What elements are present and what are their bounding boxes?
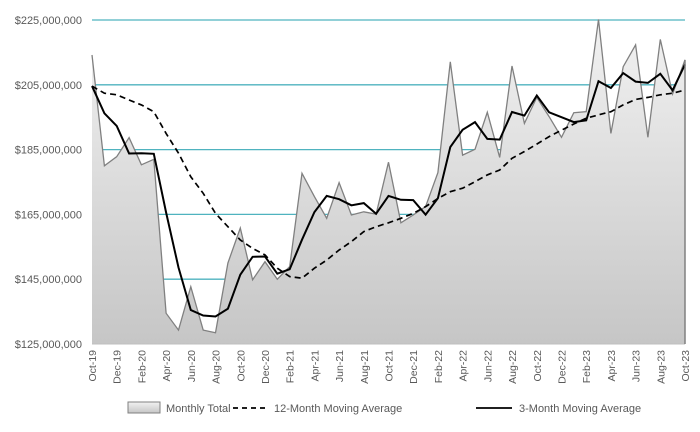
monthly-total-area [92, 19, 685, 345]
x-tick-label: Jun-20 [186, 350, 198, 382]
x-tick-label: Aug-23 [655, 350, 667, 384]
x-tick-label: Feb-22 [433, 350, 445, 383]
x-tick-label: Jun-22 [482, 350, 494, 382]
y-tick-label: $225,000,000 [15, 15, 82, 27]
monthly-total-line [91, 19, 686, 334]
x-tick-label: Aug-22 [507, 350, 519, 384]
y-tick-label: $165,000,000 [15, 209, 82, 221]
legend: Monthly Total 12-Month Moving Average 3-… [127, 401, 641, 415]
x-tick-label: Apr-23 [606, 350, 618, 382]
y-tick-label: $125,000,000 [15, 339, 82, 351]
x-tick-label: Oct-22 [532, 350, 544, 382]
x-tick-label: Aug-20 [211, 350, 223, 384]
x-tick-label: Aug-21 [359, 350, 371, 384]
y-tick-label: $145,000,000 [15, 274, 82, 286]
y-axis: $125,000,000 $145,000,000 $165,000,000 $185… [15, 15, 82, 351]
x-tick-label: Oct-20 [235, 350, 247, 382]
x-tick-label: Oct-23 [680, 350, 692, 382]
x-tick-label: Feb-21 [285, 350, 297, 383]
series-lines [91, 19, 686, 334]
x-tick-label: Feb-20 [136, 350, 148, 383]
legend-label-12-month: 12-Month Moving Average [274, 403, 402, 415]
y-tick-label: $185,000,000 [15, 145, 82, 157]
x-tick-label: Dec-22 [556, 350, 568, 384]
x-tick-label: Dec-21 [408, 350, 420, 384]
legend-label-monthly-total: Monthly Total [166, 403, 231, 415]
x-tick-label: Apr-22 [458, 350, 470, 382]
x-tick-label: Dec-20 [260, 350, 272, 384]
x-tick-label: Apr-21 [309, 350, 321, 382]
y-tick-label: $205,000,000 [15, 80, 82, 92]
legend-label-3-month: 3-Month Moving Average [519, 403, 641, 415]
x-tick-label: Jun-23 [631, 350, 643, 382]
x-tick-label: Oct-19 [87, 350, 99, 382]
x-tick-label: Apr-20 [161, 350, 173, 382]
x-tick-label: Jun-21 [334, 350, 346, 382]
x-axis: Oct-19 Dec-19 Feb-20 Apr-20 Jun-20 Aug-20 Oct-… [87, 59, 692, 384]
12-month-moving-average-line [91, 85, 686, 280]
3-month-moving-average-line [91, 63, 686, 318]
x-tick-label: Feb-23 [581, 350, 593, 383]
legend-swatch-monthly-total [127, 401, 161, 414]
x-tick-label: Dec-19 [112, 350, 124, 384]
plot-area [92, 19, 685, 345]
x-tick-label: Oct-21 [384, 350, 396, 382]
